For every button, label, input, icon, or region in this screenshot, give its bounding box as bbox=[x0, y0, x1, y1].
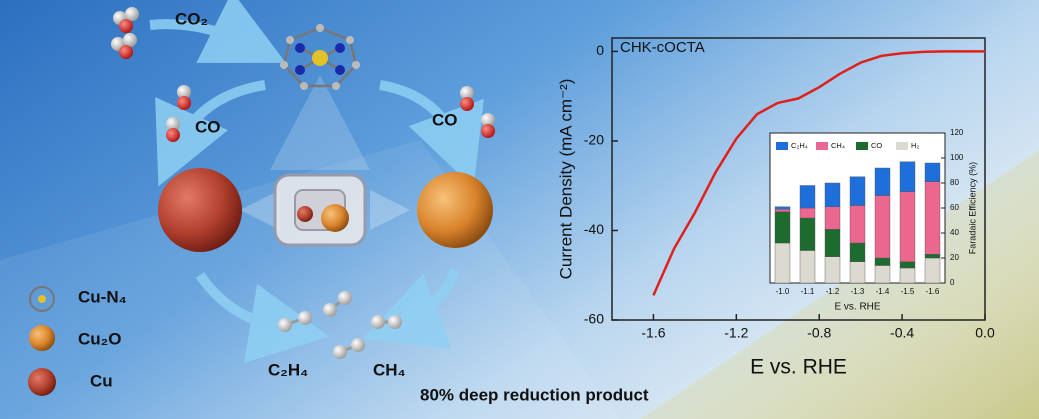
bar-segment bbox=[874, 265, 891, 284]
bar-segment bbox=[849, 176, 866, 206]
bar-segment bbox=[774, 211, 791, 244]
co-label: CO bbox=[432, 110, 458, 129]
x-tick-label: -1.2 bbox=[826, 287, 840, 296]
chart-title: CHK-cOCTA bbox=[620, 39, 705, 56]
legend-swatch bbox=[816, 142, 828, 150]
x-tick-label: -1.5 bbox=[901, 287, 915, 296]
y-tick-label: 100 bbox=[950, 153, 964, 162]
bar-segment bbox=[824, 256, 841, 284]
cu2o-particle bbox=[417, 172, 493, 248]
bar-segment bbox=[774, 206, 791, 210]
legend-label: C₂H₄ bbox=[791, 141, 808, 150]
product-molecules bbox=[278, 291, 402, 359]
x-tick-label: -1.0 bbox=[776, 287, 790, 296]
cu-n4-molecule bbox=[280, 24, 360, 90]
product-label: C₂H₄ bbox=[268, 360, 308, 379]
y-tick-label: 0 bbox=[596, 42, 604, 58]
bar-segment bbox=[874, 167, 891, 196]
bar-segment bbox=[924, 254, 941, 259]
x-tick-label: -1.2 bbox=[724, 325, 748, 341]
catalyst-legend bbox=[28, 286, 56, 396]
bar-segment bbox=[899, 161, 916, 192]
bar-segment bbox=[774, 242, 791, 284]
bar-segment bbox=[799, 185, 816, 209]
caption: 80% deep reduction product bbox=[420, 385, 649, 404]
bar-segment bbox=[849, 261, 866, 284]
legend-label: Cu bbox=[90, 371, 113, 390]
bar-segment bbox=[849, 205, 866, 244]
bar-segment bbox=[874, 195, 891, 259]
x-tick-label: -0.4 bbox=[890, 325, 914, 341]
y-axis-label: Faradaic Efficiency (%) bbox=[967, 162, 977, 254]
x-tick-label: -1.3 bbox=[851, 287, 865, 296]
legend-label: CH₄ bbox=[831, 141, 845, 150]
y-tick-label: 120 bbox=[950, 128, 964, 137]
co2-label: CO₂ bbox=[175, 9, 208, 28]
light-cone bbox=[370, 190, 410, 230]
x-tick-label: -0.8 bbox=[807, 325, 831, 341]
bar-segment bbox=[799, 250, 816, 284]
bar-segment bbox=[899, 261, 916, 269]
bar-segment bbox=[924, 162, 941, 182]
y-tick-label: 40 bbox=[950, 228, 959, 237]
x-tick-label: -1.4 bbox=[876, 287, 890, 296]
bar-segment bbox=[899, 267, 916, 284]
y-tick-label: -40 bbox=[584, 221, 604, 237]
x-tick-label: -1.1 bbox=[801, 287, 815, 296]
bar-segment bbox=[824, 206, 841, 230]
x-tick-label: -1.6 bbox=[926, 287, 940, 296]
bar-segment bbox=[799, 217, 816, 251]
bar-segment bbox=[899, 191, 916, 262]
y-axis-label: Current Density (mA cm⁻²) bbox=[556, 79, 575, 280]
y-tick-label: -20 bbox=[584, 132, 604, 148]
x-axis-label: E vs. RHE bbox=[834, 302, 880, 313]
product-label: CH₄ bbox=[373, 360, 406, 379]
bar-segment bbox=[874, 257, 891, 266]
cu-particle bbox=[158, 168, 242, 252]
plot-frame bbox=[611, 37, 986, 321]
bar-segment bbox=[849, 242, 866, 262]
arrows bbox=[149, 0, 484, 363]
legend-label: H₂ bbox=[911, 141, 919, 150]
x-axis-label: E vs. RHE bbox=[750, 356, 847, 379]
legend-label: Cu-N₄ bbox=[78, 287, 127, 306]
legend-swatch bbox=[776, 142, 788, 150]
y-tick-label: 20 bbox=[950, 253, 959, 262]
legend-label: Cu₂O bbox=[78, 329, 121, 348]
cage bbox=[273, 173, 367, 247]
legend-swatch bbox=[896, 142, 908, 150]
light-cone bbox=[270, 75, 370, 170]
bar-segment bbox=[824, 229, 841, 257]
legend-label: CO bbox=[871, 141, 882, 150]
data-line bbox=[652, 50, 985, 296]
co2-molecules bbox=[111, 7, 495, 142]
y-tick-label: 60 bbox=[950, 203, 959, 212]
y-tick-label: 0 bbox=[950, 278, 955, 287]
x-tick-label: 0.0 bbox=[975, 325, 995, 341]
bar-segment bbox=[924, 181, 941, 255]
y-tick-label: -60 bbox=[584, 311, 604, 327]
bar-segment bbox=[924, 257, 941, 284]
light-cone bbox=[240, 190, 280, 230]
y-tick-label: 80 bbox=[950, 178, 959, 187]
bar-segment bbox=[824, 182, 841, 207]
bar-segment bbox=[774, 209, 791, 212]
legend-swatch bbox=[856, 142, 868, 150]
x-tick-label: -1.6 bbox=[641, 325, 665, 341]
bar-segment bbox=[799, 207, 816, 219]
co-label: CO bbox=[195, 117, 221, 136]
